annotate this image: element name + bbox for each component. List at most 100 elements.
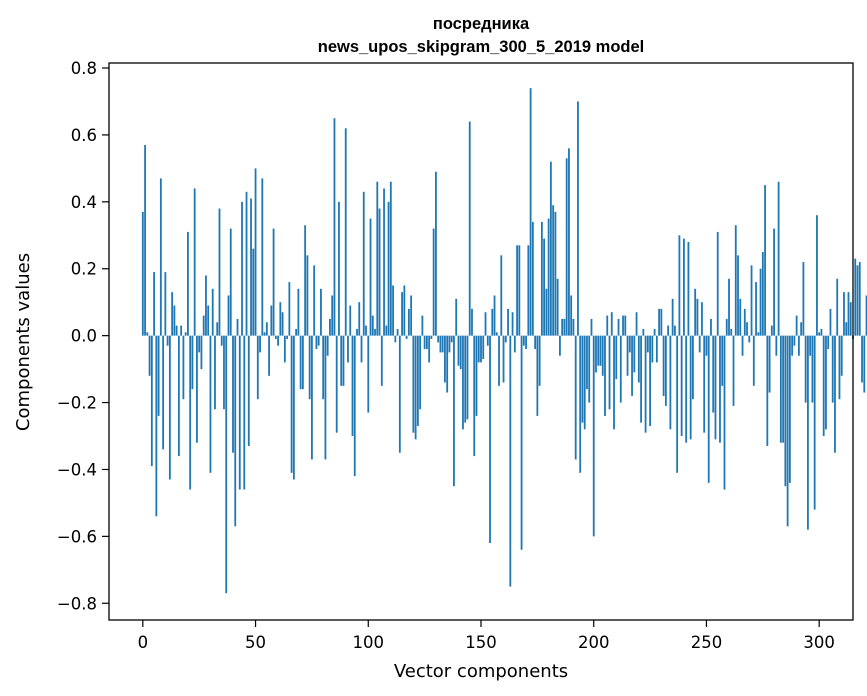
bar-312 — [845, 322, 848, 336]
bar-214 — [624, 315, 627, 336]
bar-307 — [834, 335, 836, 453]
bar-67 — [292, 335, 295, 480]
bar-133 — [441, 335, 444, 353]
bar-59 — [274, 335, 277, 339]
bar-129 — [432, 228, 435, 336]
bar-280 — [773, 228, 775, 336]
bar-303 — [825, 335, 827, 430]
bar-226 — [651, 335, 654, 363]
bar-39 — [229, 228, 232, 336]
bar-248 — [701, 302, 703, 336]
y-axis-title: Components values — [13, 253, 34, 431]
bar-96 — [358, 302, 361, 336]
bar-26 — [200, 335, 203, 370]
bar-33 — [216, 322, 219, 336]
bar-207 — [608, 335, 611, 410]
y-tick-label: 0.4 — [71, 193, 97, 212]
bar-141 — [459, 335, 462, 370]
x-tick-label: 250 — [691, 633, 723, 652]
bar-173 — [531, 221, 534, 336]
bar-3 — [148, 335, 151, 376]
bar-119 — [410, 295, 413, 336]
bar-259 — [725, 318, 728, 336]
bar-53 — [261, 178, 264, 336]
bar-195 — [581, 335, 584, 423]
bar-198 — [588, 335, 591, 403]
bar-261 — [730, 328, 733, 336]
bar-262 — [732, 335, 735, 406]
bar-114 — [398, 335, 401, 453]
bar-250 — [705, 335, 708, 356]
bar-70 — [299, 335, 302, 390]
bar-80 — [322, 335, 325, 400]
bar-288 — [791, 335, 794, 356]
bar-281 — [775, 335, 778, 356]
y-tick-label: −0.8 — [57, 594, 97, 613]
bar-297 — [811, 335, 814, 403]
bar-21 — [189, 335, 192, 490]
bar-102 — [371, 315, 374, 336]
bar-282 — [777, 181, 780, 336]
bar-196 — [583, 335, 586, 430]
bar-236 — [673, 325, 676, 336]
bar-90 — [344, 128, 347, 336]
bar-179 — [545, 288, 548, 336]
bar-14 — [173, 305, 176, 336]
bar-285 — [784, 335, 787, 487]
bar-155 — [491, 308, 494, 336]
bar-50 — [254, 168, 257, 336]
bar-194 — [579, 335, 582, 473]
bar-108 — [385, 325, 388, 336]
x-tick-label: 100 — [353, 633, 385, 652]
bar-20 — [187, 231, 189, 336]
bar-309 — [838, 335, 841, 400]
bar-199 — [590, 318, 593, 336]
bar-145 — [468, 121, 471, 336]
bar-256 — [719, 335, 721, 443]
bar-139 — [455, 298, 458, 336]
bar-17 — [180, 325, 183, 336]
bar-188 — [565, 158, 568, 336]
bar-255 — [716, 231, 719, 336]
bar-60 — [277, 335, 279, 346]
bar-123 — [419, 335, 422, 410]
bar-35 — [220, 335, 223, 346]
bar-10 — [164, 272, 167, 336]
bar-0 — [141, 211, 144, 336]
y-tick-label: −0.2 — [57, 394, 97, 413]
bar-65 — [288, 282, 291, 336]
bar-237 — [676, 335, 679, 473]
bar-2 — [146, 332, 149, 336]
bar-161 — [504, 335, 507, 343]
bar-7 — [157, 335, 160, 416]
bar-215 — [626, 335, 629, 376]
bar-238 — [678, 235, 681, 336]
bar-113 — [396, 328, 399, 336]
bar-78 — [317, 335, 320, 346]
bar-290 — [795, 315, 798, 336]
bar-169 — [522, 335, 525, 346]
bar-45 — [243, 335, 246, 490]
bar-299 — [816, 215, 818, 336]
bar-130 — [435, 171, 437, 336]
bar-92 — [349, 305, 352, 336]
bar-16 — [177, 335, 180, 457]
bar-313 — [847, 292, 850, 336]
bar-270 — [750, 265, 753, 336]
x-tick-label: 150 — [465, 633, 497, 652]
bar-9 — [162, 335, 165, 450]
bar-166 — [516, 245, 518, 336]
bar-190 — [570, 295, 573, 336]
bar-278 — [768, 335, 771, 393]
bar-148 — [475, 335, 478, 416]
bar-275 — [761, 252, 764, 336]
bar-77 — [315, 335, 318, 350]
bar-55 — [265, 322, 268, 336]
bar-153 — [486, 335, 489, 346]
bar-61 — [279, 302, 282, 336]
bar-244 — [692, 335, 694, 400]
bar-122 — [416, 335, 419, 426]
bar-34 — [218, 208, 221, 336]
bar-182 — [552, 205, 555, 336]
bar-252 — [710, 318, 712, 336]
